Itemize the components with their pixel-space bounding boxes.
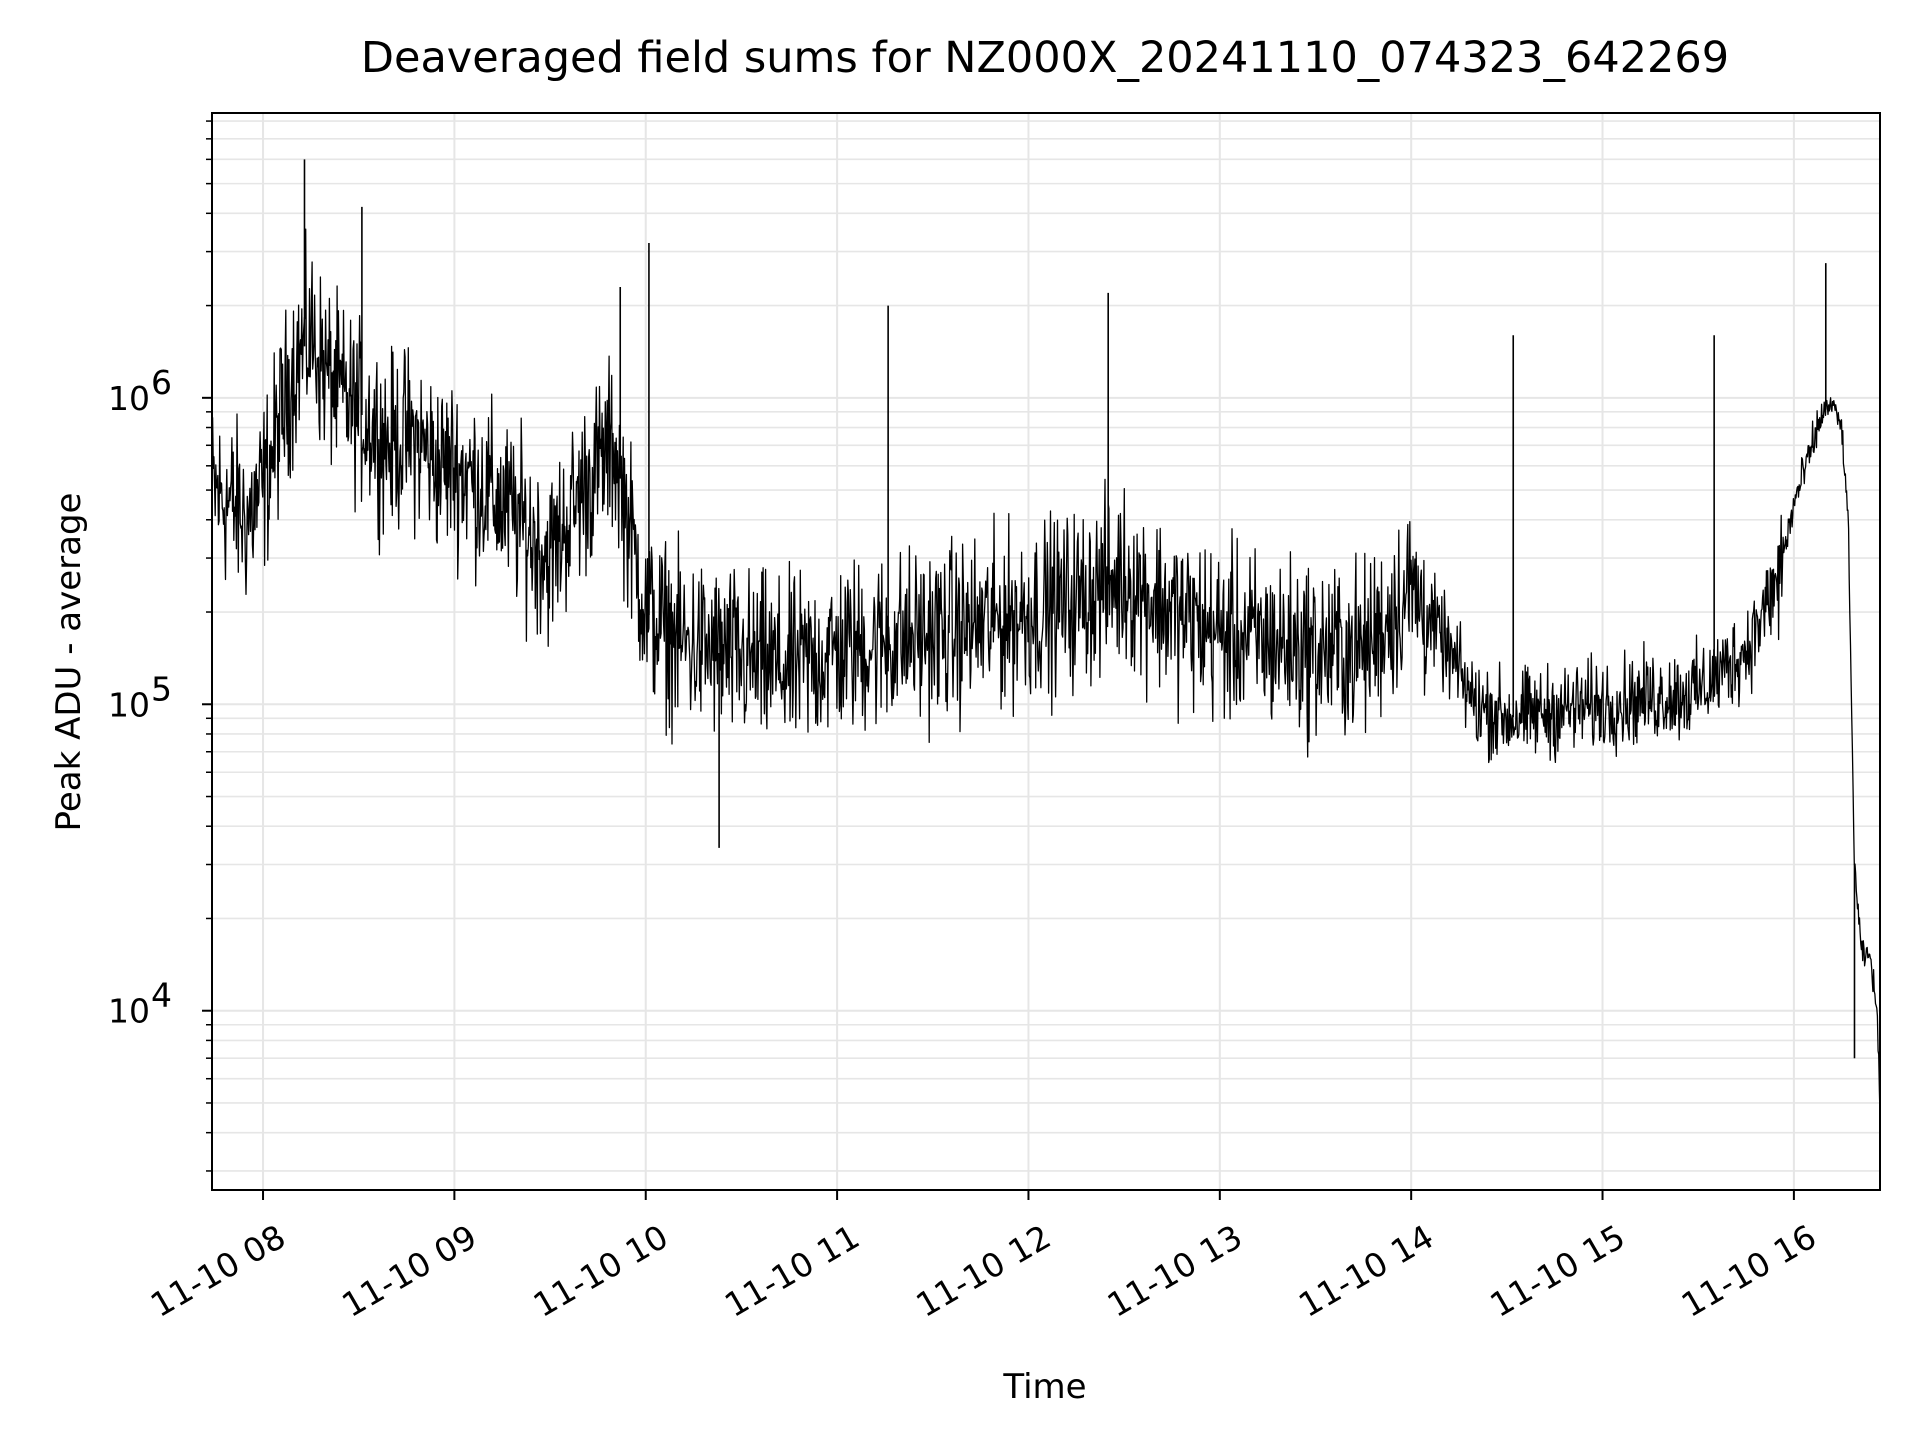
y-tick-exponent: 6 <box>151 363 172 402</box>
y-tick-exponent: 5 <box>151 669 172 708</box>
x-tick-label: 11-10 08 <box>144 1217 292 1325</box>
x-tick-label: 11-10 09 <box>335 1217 483 1325</box>
x-tick-label: 11-10 11 <box>718 1217 866 1325</box>
y-tick-exponent: 4 <box>151 976 172 1015</box>
x-tick-label: 11-10 14 <box>1292 1217 1440 1325</box>
y-tick-label: 10 <box>108 379 150 418</box>
ticks: 11-10 08 11-10 09 11-10 10 11-10 11 11-10 12… <box>108 120 1823 1325</box>
y-tick-label: 10 <box>108 992 150 1031</box>
x-tick-label: 11-10 13 <box>1101 1217 1249 1325</box>
y-tick-label: 10 <box>108 685 150 724</box>
y-axis-label: Peak ADU - average <box>49 493 89 832</box>
x-tick-label: 11-10 16 <box>1675 1217 1823 1325</box>
x-tick-label: 11-10 12 <box>909 1217 1057 1325</box>
series-line <box>211 228 1881 1117</box>
plot-frame <box>211 112 1881 1191</box>
grid <box>212 113 1880 1190</box>
chart-title: Deaveraged field sums for NZ000X_2024111… <box>361 33 1729 83</box>
x-tick-label: 11-10 10 <box>527 1217 675 1325</box>
x-tick-label: 11-10 15 <box>1483 1217 1631 1325</box>
x-axis-label: Time <box>1002 1367 1086 1407</box>
series-layer <box>211 159 1881 1117</box>
